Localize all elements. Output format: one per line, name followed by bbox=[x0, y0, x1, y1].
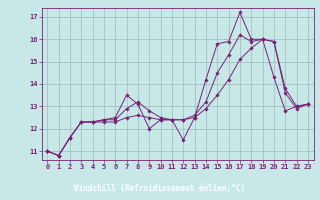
Text: Windchill (Refroidissement éolien,°C): Windchill (Refroidissement éolien,°C) bbox=[75, 184, 245, 193]
